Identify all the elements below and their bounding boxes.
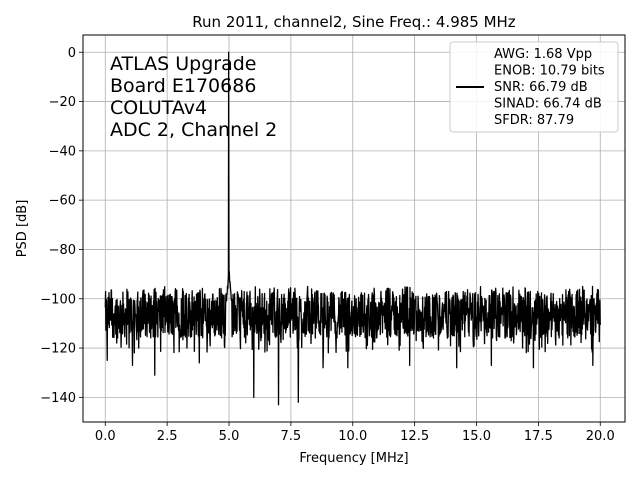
x-tick-label: 15.0: [462, 429, 491, 444]
x-tick-label: 5.0: [219, 429, 240, 444]
legend-entry-line: ENOB: 10.79 bits: [494, 64, 605, 79]
psd-trace: [104, 51, 601, 406]
y-tick-label: −120: [40, 342, 76, 357]
legend-entry-line: SNR: 66.79 dB: [494, 80, 588, 95]
annotation-line: COLUTAv4: [110, 97, 207, 119]
y-tick-label: −60: [49, 194, 76, 209]
x-tick-label: 7.5: [281, 429, 302, 444]
x-axis-label: Frequency [MHz]: [299, 451, 408, 466]
y-tick-label: −80: [49, 243, 76, 258]
x-tick-label: 10.0: [338, 429, 367, 444]
x-tick-label: 2.5: [157, 429, 178, 444]
x-tick-label: 12.5: [400, 429, 429, 444]
y-tick-label: 0: [68, 46, 76, 61]
legend-entry-line: AWG: 1.68 Vpp: [494, 47, 592, 62]
y-tick-label: −140: [40, 391, 76, 406]
y-tick-label: −20: [49, 95, 76, 110]
y-axis-label: PSD [dB]: [15, 200, 30, 258]
axis-ticks: 0.0 2.5 5.0 7.5 10.0 12.5 15.0 17.5 20.0 0 −20 −40 −…: [40, 46, 614, 444]
x-tick-label: 20.0: [586, 429, 615, 444]
psd-trace-layer: [104, 51, 601, 406]
chart-title: Run 2011, channel2, Sine Freq.: 4.985 MH…: [192, 13, 516, 31]
annotation-line: Board E170686: [110, 75, 256, 97]
grid: [83, 35, 625, 422]
y-tick-label: −40: [49, 144, 76, 159]
y-tick-label: −100: [40, 292, 76, 307]
annotation-line: ADC 2, Channel 2: [110, 119, 277, 141]
legend-entry-line: SINAD: 66.74 dB: [494, 97, 602, 112]
x-tick-label: 0.0: [95, 429, 116, 444]
annotation-line: ATLAS Upgrade: [110, 53, 256, 75]
legend-entry-line: SFDR: 87.79: [494, 113, 574, 128]
legend-box: [449, 41, 619, 133]
x-tick-label: 17.5: [524, 429, 553, 444]
plot-frame: [82, 34, 626, 423]
